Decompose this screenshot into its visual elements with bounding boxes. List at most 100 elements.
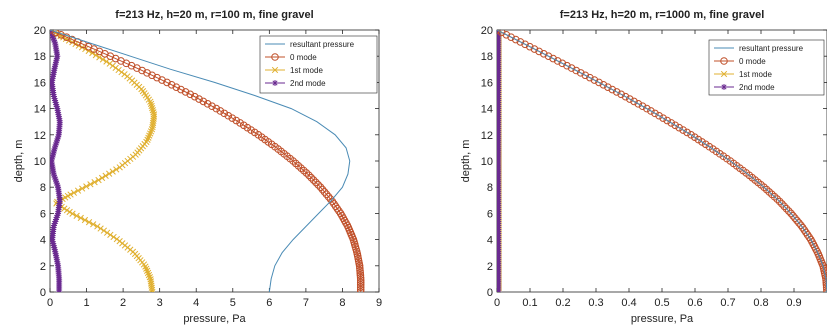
x-tick-label: 0.3 [588,297,603,309]
marker-77 [146,132,153,139]
y-tick-label: 0 [487,287,493,299]
marker-35 [782,204,791,213]
marker-11 [143,265,150,272]
marker-89 [590,76,599,84]
marker-76 [647,107,655,115]
marker-74 [53,139,60,146]
marker-68 [679,126,687,134]
marker-57 [98,174,106,182]
marker-70 [50,147,57,154]
marker-10 [143,267,151,274]
marker-109 [497,30,506,37]
marker-76 [145,134,152,141]
marker-72 [52,143,59,150]
marker-86 [604,83,612,91]
marker-27 [107,231,114,239]
x-axis-label: pressure, Pa [631,313,694,325]
marker-6 [147,276,154,283]
legend-item: resultant pressure [714,44,804,53]
y-tick-label: 16 [481,77,493,89]
marker-47 [309,176,318,184]
marker-65 [50,158,55,164]
marker-94 [52,99,59,106]
y-tick-label: 14 [34,104,46,116]
marker-45 [314,181,322,189]
y-tick-label: 10 [481,156,493,168]
marker-39 [326,195,335,203]
legend-label: 0 mode [290,53,317,62]
marker-97 [553,57,562,65]
marker-69 [675,123,683,132]
marker-58 [102,172,109,179]
marker-91 [148,71,156,80]
marker-86 [172,83,181,91]
marker-48 [307,173,316,182]
marker-93 [53,101,60,108]
y-tick-label: 12 [481,130,493,142]
x-tick-label: 0.1 [522,297,537,309]
marker-72 [232,116,241,125]
y-tick-label: 6 [40,208,46,220]
marker-75 [220,109,229,118]
marker-59 [106,170,113,177]
y-tick-label: 8 [487,182,493,194]
marker-69 [50,149,57,156]
marker-57 [51,174,58,181]
marker-32 [789,211,797,220]
marker-38 [328,197,337,206]
marker-73 [228,114,237,122]
marker-20 [52,248,59,255]
marker-84 [181,88,190,96]
marker-95 [52,97,59,104]
marker-129 [50,30,54,36]
x-tick-label: 0.8 [753,297,768,309]
marker-4 [356,278,365,287]
marker-68 [50,151,56,158]
marker-67 [683,128,691,137]
marker-107 [118,68,125,76]
x-tick-label: 9 [376,297,382,309]
marker-126 [50,35,57,42]
marker-legend [720,57,728,65]
marker-34 [81,216,89,224]
marker-76 [54,135,61,142]
marker-84 [612,88,621,96]
marker-9 [356,266,364,275]
marker-33 [85,219,93,226]
marker-92 [147,100,155,108]
marker-87 [599,80,608,89]
marker-54 [53,180,60,187]
legend-item: 0 mode [265,53,317,62]
series-2nd-mode [50,30,63,292]
marker-42 [320,188,329,196]
chart-1: f=213 Hz, h=20 m, r=100 m, fine gravel 0 2… [13,9,382,325]
legend-item: 0 mode [714,57,766,66]
marker-79 [147,128,155,135]
marker-29 [100,227,108,234]
marker-114 [96,54,103,61]
marker-21 [51,246,58,253]
marker-91 [148,102,155,110]
series-2nd-mode [497,30,502,292]
marker-109 [112,64,119,72]
y-tick-label: 12 [34,130,46,142]
marker-51 [74,187,82,194]
y-axis-label: depth, m [13,140,25,183]
marker-49 [305,171,313,180]
marker-92 [143,69,151,77]
marker-60 [109,168,116,175]
marker-55 [53,178,60,185]
marker-53 [294,161,303,170]
marker-41 [768,190,776,199]
marker-110 [109,62,116,69]
y-tick-label: 0 [40,287,46,299]
marker-22 [51,244,58,251]
y-tick-label: 8 [40,182,46,194]
legend-item: resultant pressure [265,40,355,49]
x-tick-label: 0.4 [621,297,636,309]
legend: resultant pressure 0 mode 1st mode 2nd mode [708,39,825,96]
marker-52 [297,164,305,172]
marker-105 [516,38,525,46]
marker-79 [634,100,643,108]
marker-legend [721,84,727,90]
